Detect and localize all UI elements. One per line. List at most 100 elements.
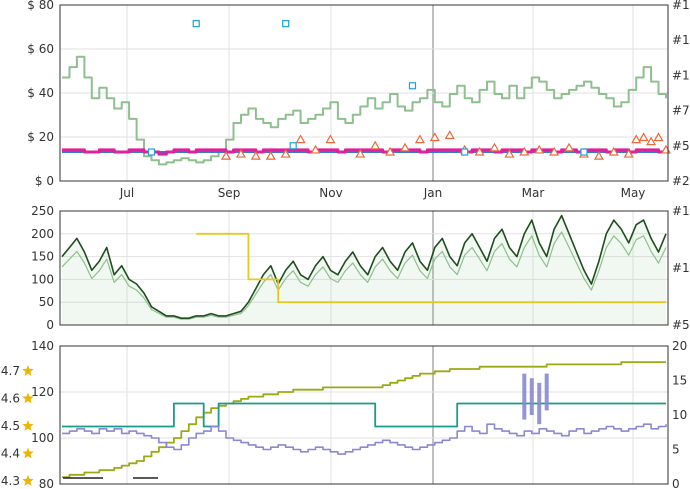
price-triangle-marker (325, 134, 336, 144)
y-left-tick-label: 80 (39, 477, 54, 489)
price-triangle-marker (646, 136, 657, 146)
y-left-tick-label: 150 (31, 250, 54, 264)
price-triangle-marker (519, 146, 530, 156)
x-month-label: Jul (119, 186, 134, 200)
y-right-tick-label: 15 (672, 374, 687, 388)
price-triangle-marker (623, 148, 634, 158)
y-left-tick-label: $ 40 (27, 86, 54, 100)
price-triangle-marker (221, 150, 232, 160)
price-triangle-marker (608, 146, 619, 156)
star-rating-label: 4.5 (1, 419, 20, 433)
y-left-tick-label: 120 (31, 385, 54, 399)
price-square-marker (408, 82, 417, 90)
price-triangle-marker (429, 132, 440, 142)
price-square-marker (580, 148, 588, 156)
rating-spike-bar (529, 378, 534, 415)
price-square-marker (461, 148, 469, 156)
price-triangle-marker (653, 132, 664, 142)
price-triangle-marker (593, 150, 604, 160)
price-square-marker (289, 142, 297, 150)
review-count-line (62, 361, 666, 478)
y-left-tick-label: 100 (31, 431, 54, 445)
star-icon (22, 420, 34, 431)
price-chart-panel: $ 80 $ 60 $ 40 $ 20 $ 0 Jul Sep Nov Jan Mar May #15… (27, 0, 690, 200)
rating-chart-panel: 140 120 100 80 20 15 10 5 0 4.7 4.6 4.5 4.4 4.3 (1, 339, 687, 489)
price-triangle-marker (474, 146, 485, 156)
price-triangle-marker (534, 144, 545, 154)
price-triangle-marker (660, 144, 672, 154)
star-icon (22, 475, 34, 486)
price-triangle-marker (564, 142, 575, 152)
price-triangle-marker (444, 130, 455, 140)
rating-detail-line (62, 423, 667, 455)
price-triangle-marker (399, 142, 411, 152)
offer-count-line (196, 232, 666, 304)
y-right-tick-label: 20 (672, 339, 687, 353)
plot-frame (59, 210, 669, 326)
y-left-tick-label: 140 (31, 339, 54, 353)
rank-light-line (61, 231, 667, 320)
y-right-tick-label: #2, (672, 174, 690, 188)
price-triangle-marker (549, 146, 560, 156)
price-square-marker (147, 148, 156, 156)
rating-spike-bar (537, 382, 542, 425)
y-right-tick-label: 5 (672, 443, 680, 457)
x-month-label: May (621, 186, 646, 200)
y-left-tick-label: $ 80 (27, 0, 54, 12)
y-left-tick-label: 0 (46, 318, 54, 332)
sales-rank-line (61, 214, 667, 319)
y-right-tick-label: #10 (672, 68, 690, 82)
x-month-label: Mar (522, 186, 545, 200)
y-left-tick-label: 200 (31, 227, 54, 241)
third-party-price-line (62, 148, 668, 156)
amazon-price-line (62, 55, 667, 166)
price-triangle-marker (489, 142, 500, 152)
plot-frame (59, 4, 669, 182)
y-left-tick-label: 100 (31, 272, 54, 286)
price-triangle-marker (504, 148, 515, 158)
y-right-tick-label: 10 (672, 408, 687, 422)
rating-spike-bar (544, 373, 549, 411)
rating-spike-bar (522, 373, 527, 420)
star-rating-label: 4.4 (1, 447, 20, 461)
price-triangle-marker (250, 150, 261, 160)
y-right-tick-label: #15 (672, 204, 690, 218)
price-triangle-marker (385, 146, 396, 156)
y-right-tick-label: #12 (672, 33, 690, 47)
y-right-tick-label: #15 (672, 0, 690, 12)
x-month-label: Sep (218, 186, 241, 200)
star-rating-label: 4.3 (1, 474, 20, 488)
price-triangle-marker (280, 148, 291, 158)
price-triangle-marker (638, 132, 649, 142)
y-right-tick-label: #7, (672, 104, 690, 118)
y-left-tick-label: 50 (39, 295, 54, 309)
x-month-label: Jan (423, 186, 443, 200)
y-left-tick-label: $ 60 (27, 42, 54, 56)
price-triangle-marker (295, 134, 306, 144)
y-left-tick-label: $ 20 (27, 130, 54, 144)
star-rating-label: 4.7 (1, 364, 20, 378)
y-left-tick-label: 250 (31, 204, 54, 218)
price-square-marker (192, 20, 200, 28)
star-icon (22, 392, 34, 404)
price-triangle-marker (414, 134, 425, 144)
price-triangle-marker (355, 148, 366, 158)
rating-line (62, 402, 666, 428)
star-rating-label: 4.6 (1, 392, 20, 406)
price-triangle-marker (370, 140, 381, 150)
price-triangle-marker (235, 148, 246, 158)
star-icon (22, 447, 34, 459)
plot-frame (59, 345, 669, 485)
x-month-label: Nov (319, 186, 342, 200)
y-right-tick-label: #5, (672, 139, 690, 153)
y-right-tick-label: #5, (672, 318, 690, 332)
price-triangle-marker (310, 144, 321, 154)
rank-chart-panel: 250 200 150 100 50 0 #15 #10 #5, (31, 204, 690, 332)
y-right-tick-label: #10 (672, 261, 690, 275)
price-triangle-marker (265, 150, 276, 160)
y-right-tick-label: 0 (672, 477, 680, 489)
price-square-marker (282, 20, 290, 28)
price-triangle-marker (631, 134, 642, 144)
y-left-tick-label: $ 0 (35, 174, 54, 188)
